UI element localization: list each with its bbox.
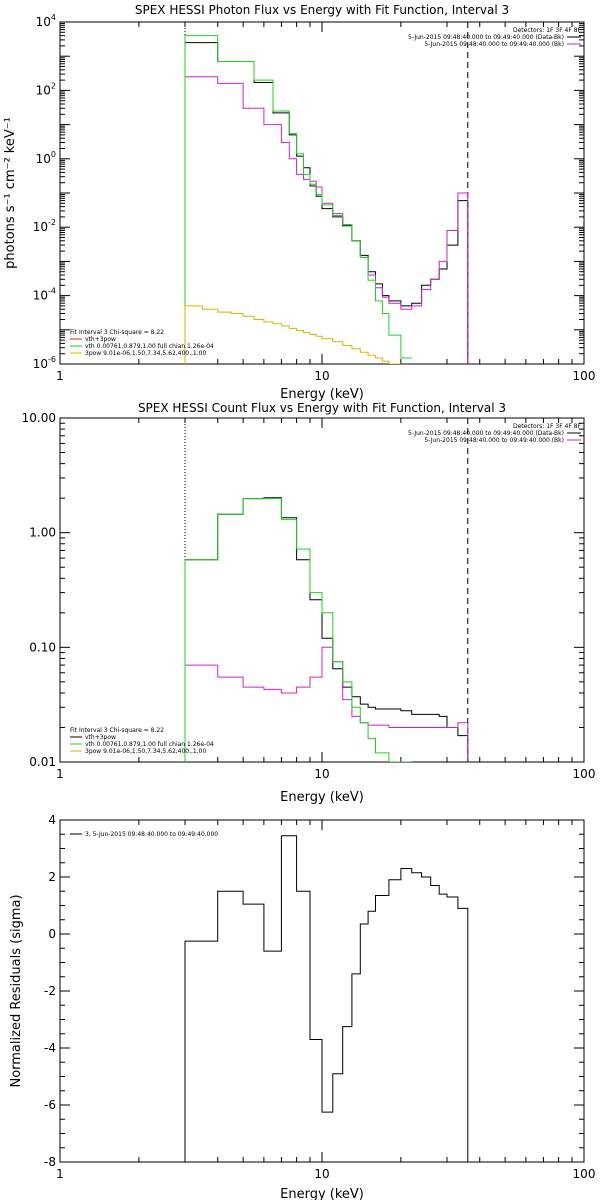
x-tick-label: 100: [573, 767, 596, 781]
plot-area: [184, 835, 469, 1162]
y-tick-label: -4: [44, 1041, 56, 1055]
chart-title: SPEX HESSI Count Flux vs Energy with Fit…: [138, 401, 506, 415]
legend-label: 3pow 9.01e-06,1.50,7.34,5.62,400.,1.00: [85, 748, 206, 755]
legend-label: 5-Jun-2015 09:48:40.000 to 09:49:40.000 …: [408, 430, 564, 437]
x-axis-label: Energy (keV): [280, 1187, 364, 1200]
legend-header: Fit Interval 3 Chi-square = 8.22: [70, 727, 164, 734]
chart-title: SPEX HESSI Photon Flux vs Energy with Fi…: [135, 3, 509, 17]
legend-label: vth 0.00761,0.879,1.00 full chian 1.26e-…: [85, 741, 214, 748]
panel-2: SPEX HESSI Count Flux vs Energy with Fit…: [22, 401, 596, 805]
legend-header: Detectors: 1F 3F 4F 8F: [513, 423, 582, 430]
y-tick-label: 2: [48, 870, 56, 884]
series-vth: [184, 35, 412, 364]
plot-area: [184, 22, 469, 364]
x-axis: 1 10 100: [56, 820, 595, 1181]
legend-label: 3pow 9.01e-06,1.50,7.34,5.62,400.,1.00: [85, 350, 206, 357]
y-tick-label: 0.01: [29, 755, 56, 769]
x-tick-label: 10: [314, 1167, 329, 1181]
y-axis-label: Normalized Residuals (sigma): [9, 894, 24, 1087]
y-tick-exponent: -6: [48, 355, 56, 364]
y-tick-exponent: 0: [51, 150, 56, 159]
y-tick-label: 1.00: [29, 526, 56, 540]
y-axis: -8 -6 -4 -2 0 2 4: [44, 813, 584, 1169]
series-vth: [184, 498, 412, 762]
x-tick-label: 10: [314, 369, 329, 383]
y-tick-exponent: -2: [48, 218, 56, 227]
series-data-bk: [184, 42, 469, 364]
y-tick-label: 0.10: [29, 640, 56, 654]
x-tick-label: 100: [573, 369, 596, 383]
legend-label: 5-Jun-2015 09:48:40.000 to 09:49:40.000 …: [424, 437, 564, 444]
y-tick-exponent: 4: [51, 13, 56, 22]
x-tick-label: 1: [56, 1167, 64, 1181]
x-tick-label: 100: [573, 1167, 596, 1181]
x-tick-label: 1: [56, 369, 64, 383]
panel-3: 1 10 100 Energy (keV) -8 -6 -4 -2 0 2 4 Normalized …: [9, 813, 595, 1200]
legend-interval: 3, 5-Jun-2015 09:48:40.000 to 09:49:40.0…: [70, 831, 218, 838]
legend-label: vth 0.00761,0.879,1.00 full chian 1.26e-…: [85, 343, 214, 350]
legend-label: 5-Jun-2015 09:48:40.000 to 09:49:40.000 …: [408, 34, 564, 41]
y-tick-label: 10.00: [22, 411, 56, 425]
x-axis-label: Energy (keV): [280, 387, 364, 402]
y-axis-label: photons s⁻¹ cm⁻² keV⁻¹: [3, 117, 18, 269]
x-axis: 1 10 100: [56, 22, 595, 383]
y-tick-label: 0: [48, 927, 56, 941]
legend-label: 3, 5-Jun-2015 09:48:40.000 to 09:49:40.0…: [85, 831, 218, 838]
panel-1: SPEX HESSI Photon Flux vs Energy with Fi…: [3, 3, 595, 402]
series-residuals: [184, 835, 469, 1162]
x-tick-label: 10: [314, 767, 329, 781]
y-tick-exponent: -4: [48, 287, 56, 296]
legend-detectors: Detectors: 1F 3F 4F 8F5-Jun-2015 09:48:4…: [408, 27, 581, 48]
legend-detectors: Detectors: 1F 3F 4F 8F5-Jun-2015 09:48:4…: [408, 423, 581, 444]
legend-fit: Fit Interval 3 Chi-square = 8.22vth+3pow…: [70, 329, 214, 357]
legend-label: vth+3pow: [85, 336, 116, 343]
y-tick-exponent: 2: [51, 81, 56, 90]
y-tick-label: -2: [44, 984, 56, 998]
legend-label: 5-Jun-2015 09:48:40.000 to 09:49:40.000 …: [424, 41, 564, 48]
x-axis-label: Energy (keV): [280, 790, 364, 805]
x-axis: 1 10 100: [56, 418, 595, 781]
x-tick-label: 1: [56, 767, 64, 781]
y-axis: 0.01 0.10 1.00 10.00: [22, 411, 584, 769]
legend-label: vth+3pow: [85, 734, 116, 741]
y-tick-label: 4: [48, 813, 56, 827]
legend-header: Detectors: 1F 3F 4F 8F: [513, 27, 582, 34]
series-bk: [184, 646, 469, 762]
y-tick-label: -6: [44, 1098, 56, 1112]
y-tick-label: -8: [44, 1155, 56, 1169]
legend-header: Fit Interval 3 Chi-square = 8.22: [70, 329, 164, 336]
plot-area: [184, 418, 469, 762]
legend-fit: Fit Interval 3 Chi-square = 8.22vth+3pow…: [70, 727, 214, 755]
series-3pow: [184, 305, 401, 364]
